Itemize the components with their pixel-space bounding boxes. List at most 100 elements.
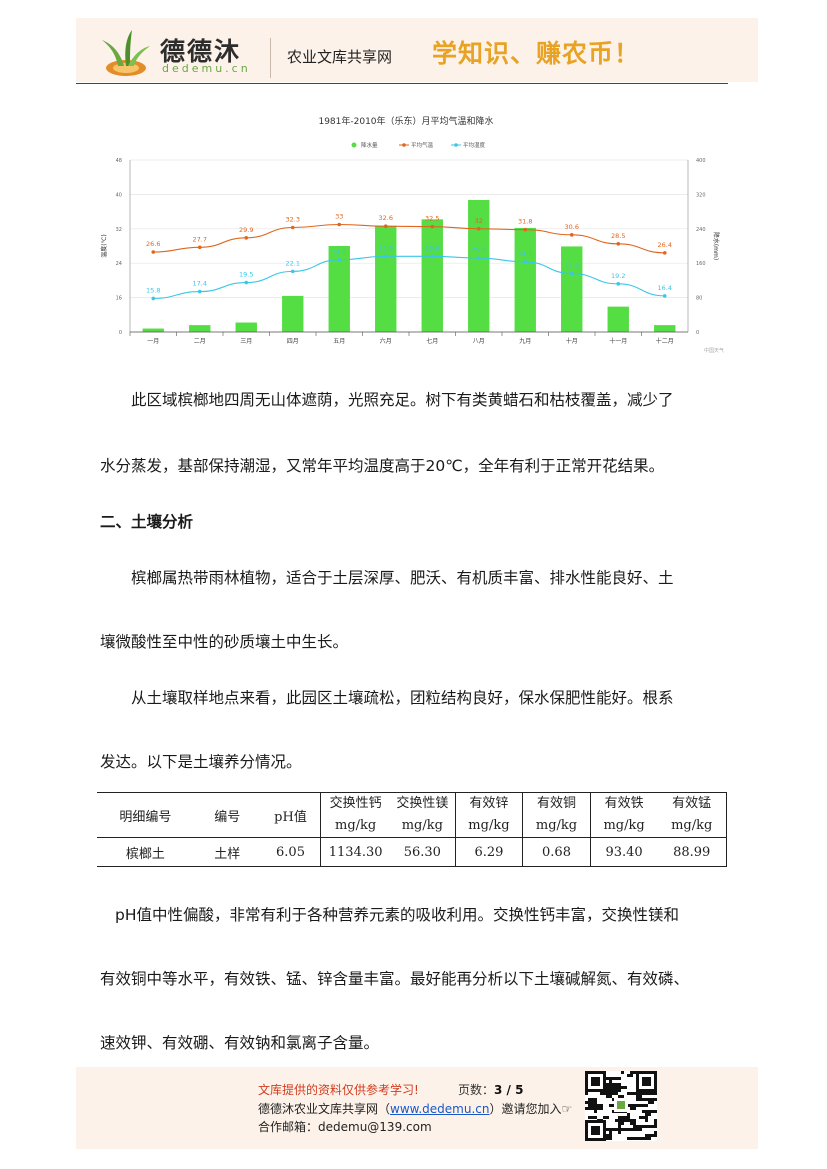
qr-module — [588, 1101, 591, 1104]
qr-module — [615, 1092, 618, 1095]
qr-module — [639, 1098, 642, 1101]
qr-module — [600, 1104, 603, 1107]
qr-module — [615, 1086, 618, 1089]
bar — [235, 322, 257, 332]
qr-module — [600, 1092, 603, 1095]
site-link[interactable]: www.dedemu.cn — [390, 1102, 490, 1116]
x-tick-label: 五月 — [333, 338, 345, 345]
qr-module — [609, 1080, 612, 1083]
qr-module — [621, 1095, 624, 1098]
qr-module — [597, 1107, 600, 1110]
data-label: 16.4 — [658, 284, 672, 292]
table-header-row: 明细编号 编号 pH值 交换性钙 mg/kg 交换性镁 mg/kg 有效锌 mg/kg… — [97, 792, 728, 838]
qr-module — [591, 1116, 594, 1119]
qr-module — [618, 1116, 621, 1119]
page-counter: 页数：3 / 5 — [458, 1081, 523, 1098]
slogan: 学知识、赚农币！ — [432, 39, 641, 68]
legend-label: 平均湿度 — [463, 141, 486, 149]
paragraph-2-line-2: 壤微酸性至中性的砂质壤土中生长。 — [100, 633, 349, 651]
data-label: 26.4 — [658, 241, 672, 249]
qr-module — [609, 1104, 612, 1107]
header-top: 有效铜 — [536, 796, 576, 811]
data-label: 25.2 — [472, 246, 486, 254]
page-header — [76, 18, 758, 82]
header-cell: 有效锰 mg/kg — [657, 792, 728, 838]
qr-module — [648, 1098, 651, 1101]
qr-module — [654, 1134, 657, 1137]
header-cell: 编号 — [193, 792, 261, 838]
header-cell: 交换性钙 mg/kg — [320, 792, 391, 838]
chart-svg: 1981年-2010年（乐东）月平均气温和降水 降水量 平均气温 平均湿度 26.6… — [100, 115, 724, 354]
bar — [375, 225, 397, 332]
left-tick-label: 48 — [116, 158, 122, 164]
section-heading: 二、土壤分析 — [100, 513, 194, 531]
qr-module — [627, 1113, 630, 1116]
qr-module — [639, 1116, 642, 1119]
x-tick-label: 三月 — [240, 338, 252, 345]
qr-module — [609, 1137, 612, 1140]
qr-module — [654, 1122, 657, 1125]
point — [290, 225, 295, 230]
table-cell: 0.68 — [522, 837, 591, 867]
qr-module — [633, 1125, 636, 1128]
y-axis-left-label: 温度(℃) — [100, 234, 108, 257]
qr-module — [597, 1104, 600, 1107]
header-cell: 有效锌 mg/kg — [454, 792, 523, 838]
point — [430, 254, 435, 259]
qr-module — [606, 1095, 609, 1098]
qr-module — [609, 1131, 612, 1134]
header-cell: 有效铜 mg/kg — [522, 792, 591, 838]
qr-module — [645, 1092, 648, 1095]
qr-module — [591, 1104, 594, 1107]
qr-module — [633, 1104, 636, 1107]
qr-module — [615, 1089, 618, 1092]
qr-module — [585, 1107, 588, 1110]
qr-module — [639, 1104, 642, 1107]
point — [616, 282, 621, 286]
point — [569, 271, 574, 276]
data-label: 32.3 — [286, 216, 300, 224]
header-cell: pH值 — [260, 792, 321, 838]
paragraph-3-line-1: 从土壤取样地点来看，此园区土壤疏松，团粒结构良好，保水保肥性能好。根系 — [131, 689, 674, 707]
bar — [607, 306, 629, 332]
bar — [189, 325, 211, 332]
qr-module — [654, 1110, 657, 1113]
table-cell: 6.05 — [260, 837, 321, 867]
qr-module — [615, 1128, 618, 1131]
qr-module — [606, 1134, 609, 1137]
legend-marker — [402, 143, 406, 147]
qr-module — [618, 1122, 621, 1125]
qr-module — [627, 1104, 630, 1107]
qr-module — [630, 1119, 633, 1122]
qr-module — [612, 1083, 615, 1086]
point — [290, 269, 295, 274]
qr-module — [594, 1101, 597, 1104]
footer-invite: 德德沐农业文库共享网（www.dedemu.cn）邀请您加入☞ — [258, 1100, 572, 1117]
data-label: 22.1 — [286, 259, 300, 267]
qr-module — [612, 1092, 615, 1095]
climate-chart: 1981年-2010年（乐东）月平均气温和降水 降水量 平均气温 平均湿度 26.6… — [96, 108, 736, 358]
point — [383, 254, 388, 259]
qr-module — [636, 1125, 639, 1128]
qr-module — [645, 1134, 648, 1137]
data-label: 25.6 — [379, 244, 393, 252]
data-label: 30.6 — [565, 223, 579, 231]
point — [476, 256, 481, 260]
qr-module — [654, 1098, 657, 1101]
qr-module — [612, 1086, 615, 1089]
qr-module — [642, 1125, 645, 1128]
right-tick-label: 160 — [696, 261, 706, 267]
qr-module — [594, 1107, 597, 1110]
table-cell: 槟榔土 — [97, 837, 194, 867]
data-label: 24.3 — [518, 250, 532, 258]
qr-module — [588, 1107, 591, 1110]
logo-icon — [102, 30, 150, 76]
table-cell: 93.40 — [589, 837, 658, 867]
data-label: 21.6 — [565, 262, 579, 270]
qr-module — [633, 1122, 636, 1125]
bar — [282, 295, 304, 332]
qr-module — [618, 1095, 621, 1098]
qr-module — [588, 1098, 591, 1101]
qr-module — [594, 1116, 597, 1119]
qr-module — [642, 1098, 645, 1101]
